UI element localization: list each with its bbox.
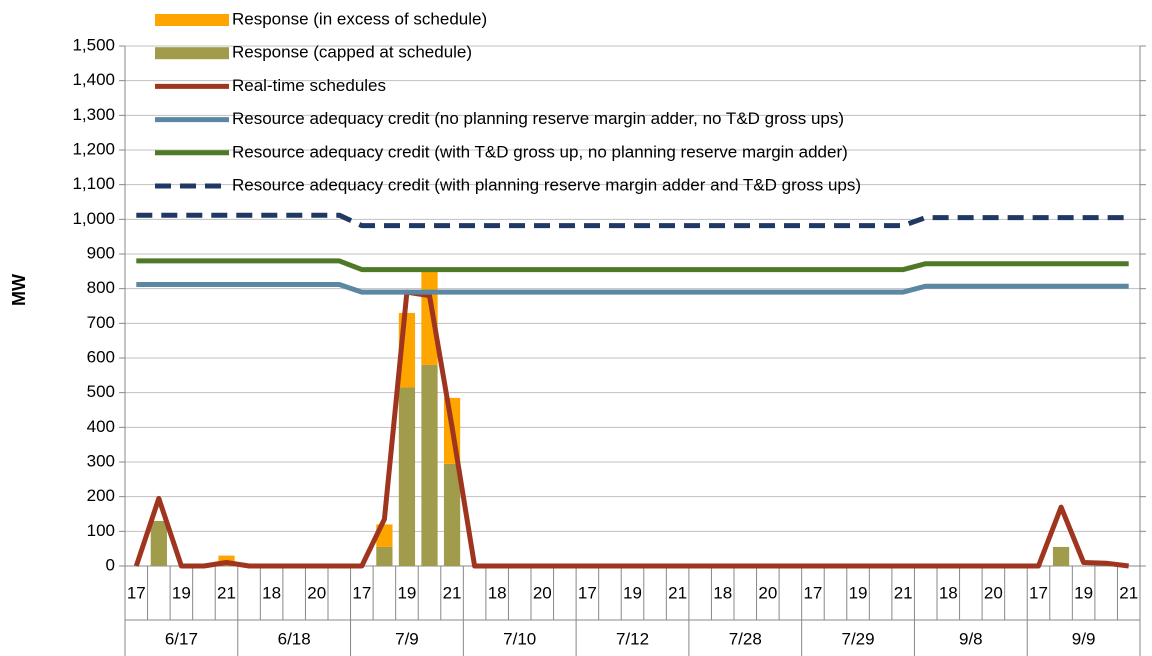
y-tick-label: 1,000: [72, 209, 115, 228]
x-tick-label: 21: [443, 583, 462, 602]
x-tick-label: 19: [397, 583, 416, 602]
y-tick-label: 600: [87, 347, 115, 366]
legend-swatch: [155, 47, 229, 60]
y-tick-label: 500: [87, 382, 115, 401]
x-tick-label: 20: [533, 583, 552, 602]
line-series: [136, 258, 1129, 273]
bar: [150, 520, 167, 566]
x-tick-label: 17: [352, 583, 371, 602]
group-label: 9/9: [1072, 629, 1096, 648]
x-tick-label: 21: [668, 583, 687, 602]
y-axis-label: MW: [9, 274, 29, 306]
group-label: 9/8: [959, 629, 983, 648]
legend-swatch: [155, 14, 229, 26]
x-tick-label: 18: [713, 583, 732, 602]
x-tick-label: 19: [849, 583, 868, 602]
x-tick-label: 21: [217, 583, 236, 602]
y-tick-label: 300: [87, 451, 115, 470]
legend-label: Response (in excess of schedule): [232, 9, 487, 28]
legend-label: Resource adequacy credit (with planning …: [232, 175, 861, 194]
line-series: [133, 289, 1130, 569]
x-tick-label: 19: [1074, 583, 1093, 602]
group-label: 7/10: [503, 629, 536, 648]
x-tick-label: 20: [984, 583, 1003, 602]
bar: [398, 387, 416, 566]
legend-label: Resource adequacy credit (no planning re…: [232, 109, 844, 128]
group-label: 6/18: [278, 629, 311, 648]
y-tick-label: 1,300: [72, 105, 115, 124]
line-series: [136, 212, 1129, 229]
group-label: 7/29: [842, 629, 875, 648]
y-tick-label: 1,500: [72, 35, 115, 54]
x-tick-label: 18: [262, 583, 281, 602]
x-tick-label: 19: [172, 583, 191, 602]
x-tick-label: 17: [578, 583, 597, 602]
x-tick-label: 21: [894, 583, 913, 602]
x-tick-label: 17: [127, 583, 146, 602]
line-series: [136, 282, 1129, 295]
x-tick-label: 20: [307, 583, 326, 602]
y-tick-label: 1,100: [72, 174, 115, 193]
y-tick-label: 0: [106, 555, 115, 574]
x-tick-label: 21: [1119, 583, 1138, 602]
bar: [443, 463, 461, 566]
x-tick-label: 17: [803, 583, 822, 602]
legend-label: Response (capped at schedule): [232, 43, 472, 62]
bar: [1052, 546, 1070, 566]
x-tick-label: 20: [758, 583, 777, 602]
group-label: 7/9: [395, 629, 419, 648]
legend-label: Real-time schedules: [232, 76, 386, 95]
x-tick-label: 18: [488, 583, 507, 602]
legend-label: Resource adequacy credit (with T&D gross…: [232, 142, 848, 161]
bar: [218, 555, 235, 563]
bar: [421, 364, 438, 566]
y-tick-label: 400: [87, 417, 115, 436]
y-tick-label: 800: [87, 278, 115, 297]
x-tick-label: 17: [1029, 583, 1048, 602]
y-tick-label: 900: [87, 243, 115, 262]
y-tick-label: 700: [87, 313, 115, 332]
y-tick-label: 1,200: [72, 139, 115, 158]
x-tick-label: 18: [939, 583, 958, 602]
x-tick-label: 19: [623, 583, 642, 602]
y-tick-label: 100: [87, 521, 115, 540]
group-label: 7/28: [729, 629, 762, 648]
group-label: 7/12: [616, 629, 649, 648]
group-label: 6/17: [165, 629, 198, 648]
y-tick-label: 200: [87, 486, 115, 505]
bar: [376, 546, 393, 566]
y-tick-label: 1,400: [72, 70, 115, 89]
